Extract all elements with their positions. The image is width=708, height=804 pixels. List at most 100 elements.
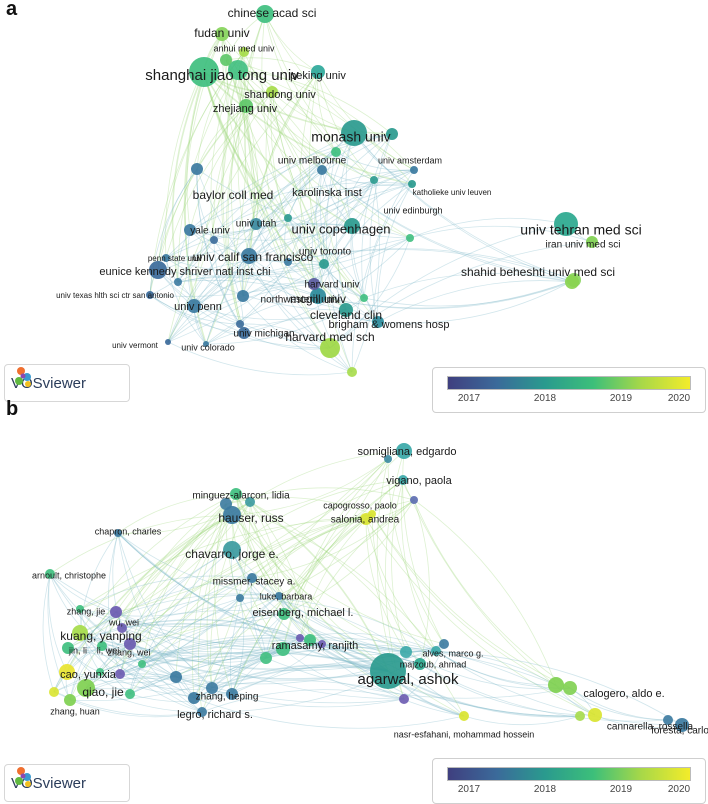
network-edge	[231, 458, 389, 516]
network-edge	[119, 673, 195, 699]
network-edge	[193, 501, 251, 699]
node-label: yale univ	[190, 226, 229, 237]
network-edge	[239, 513, 373, 599]
network-edge	[49, 573, 284, 650]
network-node	[149, 261, 167, 279]
network-edge	[129, 549, 233, 695]
network-edge	[177, 280, 379, 323]
network-edge	[117, 532, 311, 641]
network-node	[565, 275, 579, 289]
network-node	[317, 165, 327, 175]
network-edge	[321, 133, 393, 171]
network-node	[250, 218, 262, 230]
network-edge	[249, 501, 280, 597]
network-node	[284, 258, 292, 266]
network-edge	[67, 637, 301, 662]
network-node	[138, 660, 146, 668]
node-label: majzoub, ahmad	[400, 659, 467, 669]
network-edge	[255, 151, 337, 225]
network-edge	[323, 132, 355, 265]
network-edge	[225, 497, 373, 515]
node-label: univ vermont	[112, 341, 159, 350]
network-edge	[315, 169, 325, 265]
network-edge	[353, 132, 573, 283]
network-edge	[287, 133, 393, 263]
network-edge	[309, 639, 581, 717]
network-edge	[231, 549, 301, 639]
network-edge	[167, 341, 353, 376]
network-edge	[79, 503, 227, 610]
network-edge	[365, 518, 437, 652]
network-node	[206, 682, 218, 694]
network-edge	[129, 513, 373, 645]
node-label: univ copenhagen	[291, 221, 390, 236]
network-edge	[278, 595, 323, 645]
network-edge	[239, 597, 267, 659]
network-edge	[53, 646, 284, 693]
node-label: univ calif san francisco	[193, 250, 314, 264]
network-edge	[79, 493, 237, 634]
network-node	[210, 236, 218, 244]
network-edge	[242, 179, 375, 297]
network-edge	[409, 225, 593, 243]
network-edge	[211, 595, 280, 689]
network-edge	[115, 611, 284, 651]
node-label: chapron, charles	[95, 526, 162, 536]
network-node	[189, 57, 219, 87]
network-edge	[237, 69, 393, 135]
network-edge	[231, 479, 404, 695]
network-node	[226, 688, 238, 700]
network-edge	[141, 503, 227, 665]
network-edge	[261, 13, 315, 285]
network-node	[339, 303, 353, 317]
network-edge	[239, 499, 415, 599]
network-edge	[177, 276, 319, 297]
network-node	[97, 641, 107, 651]
network-edge	[79, 597, 241, 617]
network-node	[396, 443, 412, 459]
network-edge	[117, 532, 389, 672]
network-panel-b: somigliana, edgardo vigano, paola minguez-…	[0, 398, 708, 804]
network-edge	[231, 518, 367, 695]
network-edge	[287, 261, 347, 311]
network-edge	[196, 168, 331, 349]
node-label: fudan univ	[194, 26, 249, 40]
node-label: univ melbourne	[278, 156, 347, 167]
network-node	[238, 327, 250, 339]
network-edge	[165, 217, 289, 259]
network-edge	[299, 632, 437, 652]
network-edge	[79, 593, 280, 634]
network-edge	[121, 493, 237, 629]
network-edge	[401, 479, 437, 652]
network-edge	[193, 133, 393, 307]
network-edge	[121, 627, 195, 699]
network-edge	[99, 651, 267, 673]
network-edge	[231, 479, 404, 551]
network-edge	[167, 255, 250, 343]
network-edge	[129, 643, 267, 663]
network-node	[197, 707, 207, 717]
node-label: zhang, jie	[67, 606, 106, 616]
network-node	[162, 254, 170, 262]
network-edge	[299, 637, 596, 716]
network-edge	[329, 237, 411, 349]
network-edge	[117, 532, 280, 597]
network-edge	[363, 183, 413, 299]
network-edge	[245, 105, 411, 239]
network-edge	[149, 168, 198, 296]
node-label: cleveland clin	[310, 308, 382, 322]
network-edge	[186, 33, 223, 231]
network-edge	[201, 689, 405, 713]
network-edge	[79, 575, 253, 610]
network-edge	[165, 257, 207, 345]
network-edge	[79, 632, 213, 689]
network-edge	[211, 639, 311, 689]
network-node	[237, 290, 249, 302]
network-edge	[175, 676, 405, 708]
network-edge	[351, 179, 380, 373]
network-node	[49, 687, 59, 697]
network-node	[372, 316, 384, 328]
network-edge	[213, 239, 241, 325]
network-edge	[203, 71, 347, 311]
network-node	[347, 367, 357, 377]
